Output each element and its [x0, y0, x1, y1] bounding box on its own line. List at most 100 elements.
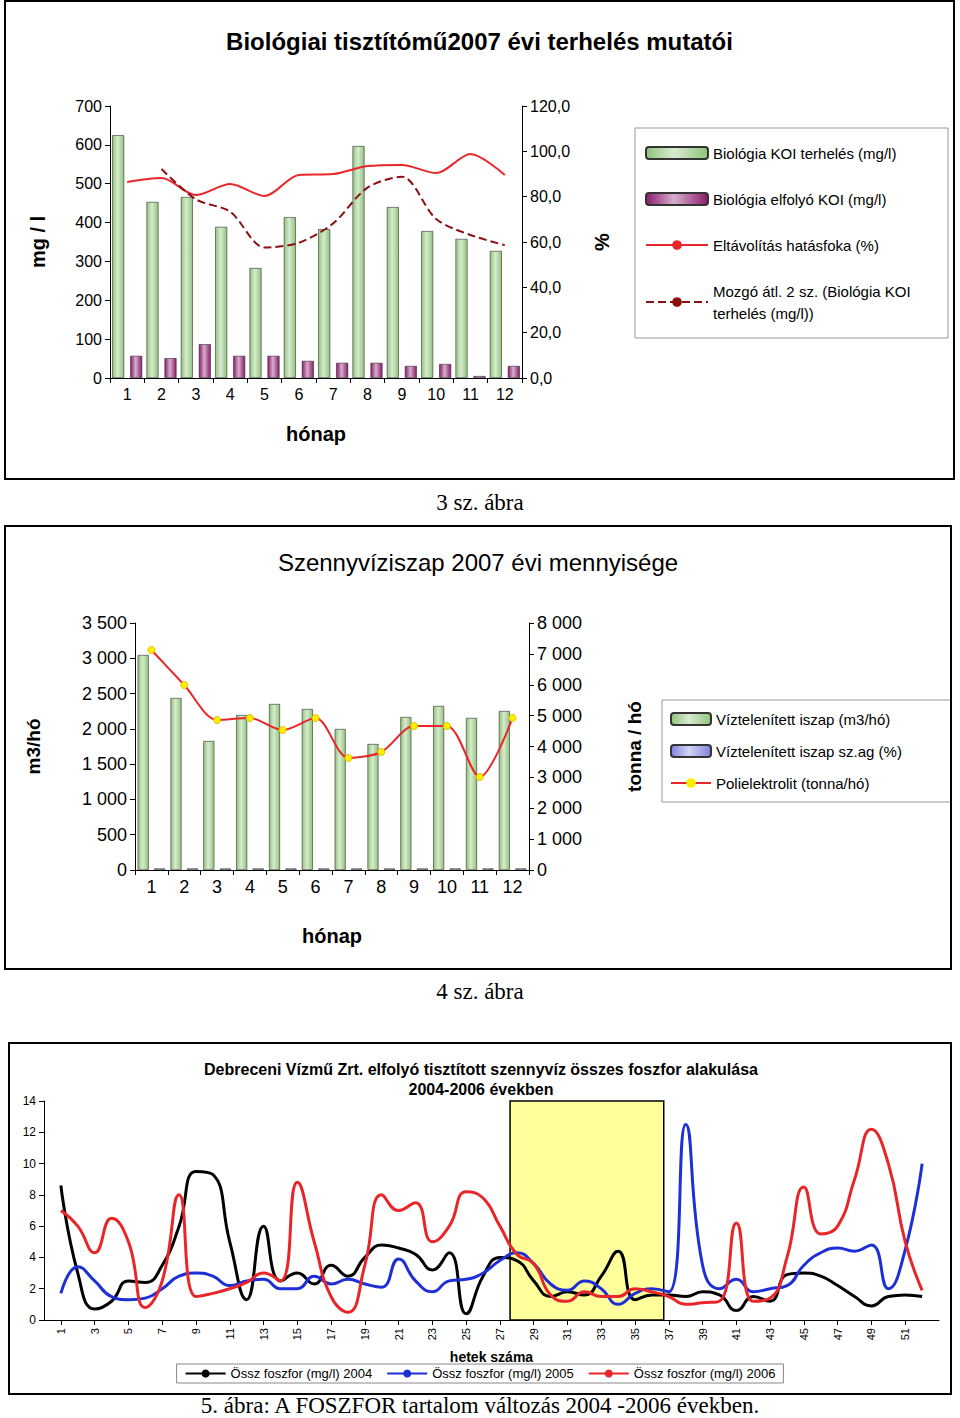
svg-text:39: 39: [697, 1328, 709, 1340]
svg-text:8 000: 8 000: [537, 613, 582, 633]
svg-text:23: 23: [426, 1328, 438, 1340]
svg-text:Szennyvíziszap 2007 évi mennyi: Szennyvíziszap 2007 évi mennyisége: [278, 549, 678, 576]
svg-text:20,0: 20,0: [530, 324, 561, 341]
svg-text:700: 700: [75, 98, 102, 115]
svg-text:10: 10: [23, 1157, 37, 1171]
svg-text:3 000: 3 000: [537, 767, 582, 787]
svg-text:10: 10: [437, 877, 457, 897]
svg-text:19: 19: [359, 1328, 371, 1340]
svg-text:3 500: 3 500: [82, 613, 127, 633]
svg-text:Mozgó átl. 2 sz. (Biológia KOI: Mozgó átl. 2 sz. (Biológia KOI: [713, 283, 915, 300]
svg-text:7 000: 7 000: [537, 644, 582, 664]
svg-text:3: 3: [89, 1328, 101, 1334]
svg-text:Víztelenített iszap sz.ag (%): Víztelenített iszap sz.ag (%): [716, 743, 902, 760]
svg-text:3: 3: [191, 386, 200, 403]
svg-text:6: 6: [29, 1219, 36, 1233]
svg-text:0: 0: [93, 370, 102, 387]
svg-text:8: 8: [363, 386, 372, 403]
svg-text:12: 12: [496, 386, 514, 403]
svg-text:400: 400: [75, 214, 102, 231]
svg-text:11: 11: [470, 877, 489, 897]
svg-text:1: 1: [55, 1328, 67, 1334]
svg-text:200: 200: [75, 292, 102, 309]
svg-text:13: 13: [258, 1328, 270, 1340]
svg-text:6 000: 6 000: [537, 675, 582, 695]
svg-text:0: 0: [117, 860, 127, 880]
svg-text:Biológia KOI terhelés (mg/l): Biológia KOI terhelés (mg/l): [713, 145, 896, 162]
svg-text:2: 2: [29, 1282, 36, 1296]
svg-text:%: %: [591, 233, 613, 251]
svg-text:Biológia elfolyó KOI (mg/l): Biológia elfolyó KOI (mg/l): [713, 191, 886, 208]
svg-text:Víztelenített iszap (m3/hó): Víztelenített iszap (m3/hó): [716, 711, 890, 728]
svg-text:7: 7: [329, 386, 338, 403]
svg-text:17: 17: [325, 1328, 337, 1340]
svg-text:hetek száma: hetek száma: [450, 1349, 533, 1365]
svg-text:2 000: 2 000: [537, 798, 582, 818]
svg-text:43: 43: [764, 1328, 776, 1340]
svg-text:Biológiai tisztítómű2007 évi t: Biológiai tisztítómű2007 évi terhelés mu…: [226, 28, 733, 55]
svg-text:2: 2: [157, 386, 166, 403]
svg-text:60,0: 60,0: [530, 234, 561, 251]
svg-text:15: 15: [291, 1328, 303, 1340]
svg-text:600: 600: [75, 136, 102, 153]
svg-text:5: 5: [122, 1328, 134, 1334]
svg-text:300: 300: [75, 253, 102, 270]
svg-text:33: 33: [595, 1328, 607, 1340]
svg-text:31: 31: [561, 1328, 573, 1340]
svg-text:100,0: 100,0: [530, 143, 570, 160]
svg-text:4: 4: [29, 1250, 36, 1264]
svg-text:1 000: 1 000: [82, 789, 127, 809]
svg-text:Össz foszfor (mg/l) 2005: Össz foszfor (mg/l) 2005: [432, 1366, 574, 1381]
svg-text:1: 1: [123, 386, 132, 403]
svg-text:14: 14: [23, 1094, 37, 1108]
svg-text:m3/hó: m3/hó: [23, 719, 44, 775]
svg-text:1: 1: [146, 877, 156, 897]
svg-text:6: 6: [311, 877, 321, 897]
svg-text:12: 12: [23, 1125, 37, 1139]
svg-text:4: 4: [226, 386, 235, 403]
svg-text:51: 51: [899, 1328, 911, 1340]
svg-text:29: 29: [528, 1328, 540, 1340]
svg-text:Debreceni Vízmű Zrt. elfolyó t: Debreceni Vízmű Zrt. elfolyó tisztított …: [204, 1061, 758, 1078]
svg-text:11: 11: [462, 386, 479, 403]
svg-text:5: 5: [260, 386, 269, 403]
svg-text:4 000: 4 000: [537, 737, 582, 757]
svg-text:hónap: hónap: [286, 423, 346, 445]
svg-text:7: 7: [156, 1328, 168, 1334]
svg-text:Eltávolítás hatásfoka (%): Eltávolítás hatásfoka (%): [713, 237, 879, 254]
svg-text:2 500: 2 500: [82, 684, 127, 704]
svg-text:6: 6: [294, 386, 303, 403]
svg-text:8: 8: [29, 1188, 36, 1202]
svg-text:25: 25: [460, 1328, 472, 1340]
svg-text:1 500: 1 500: [82, 754, 127, 774]
svg-text:5: 5: [278, 877, 288, 897]
svg-text:12: 12: [503, 877, 523, 897]
svg-text:5 000: 5 000: [537, 706, 582, 726]
svg-text:9: 9: [409, 877, 419, 897]
svg-text:0,0: 0,0: [530, 370, 552, 387]
svg-text:35: 35: [629, 1328, 641, 1340]
svg-text:2 000: 2 000: [82, 719, 127, 739]
svg-text:2: 2: [179, 877, 189, 897]
svg-text:500: 500: [75, 175, 102, 192]
svg-text:Össz foszfor (mg/l) 2006: Össz foszfor (mg/l) 2006: [634, 1366, 776, 1381]
svg-text:Polielektrolit (tonna/hó): Polielektrolit (tonna/hó): [716, 775, 869, 792]
svg-text:4: 4: [245, 877, 255, 897]
svg-text:9: 9: [397, 386, 406, 403]
svg-text:tonna / hó: tonna / hó: [624, 701, 645, 792]
svg-text:80,0: 80,0: [530, 188, 561, 205]
svg-text:100: 100: [75, 331, 102, 348]
svg-text:500: 500: [97, 825, 127, 845]
svg-text:10: 10: [427, 386, 445, 403]
svg-text:120,0: 120,0: [530, 98, 570, 115]
svg-text:0: 0: [537, 860, 547, 880]
svg-text:hónap: hónap: [302, 925, 362, 947]
svg-text:3 000: 3 000: [82, 648, 127, 668]
svg-text:7: 7: [343, 877, 353, 897]
svg-text:21: 21: [393, 1328, 405, 1340]
svg-text:27: 27: [494, 1328, 506, 1340]
svg-text:mg / l: mg / l: [27, 216, 49, 268]
svg-text:9: 9: [190, 1328, 202, 1334]
svg-text:45: 45: [798, 1328, 810, 1340]
svg-text:11: 11: [224, 1328, 236, 1339]
